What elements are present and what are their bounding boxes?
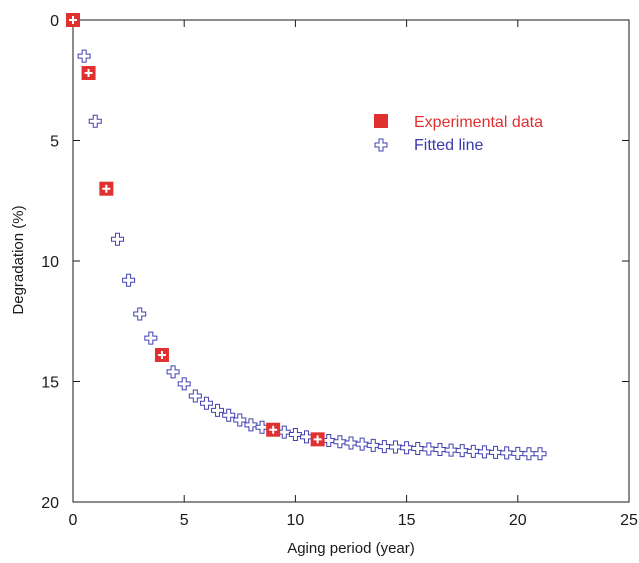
fitted-point (233, 413, 247, 427)
x-axis-ticks: 0 5 10 15 20 25 (69, 20, 638, 529)
x-tick-label: 20 (509, 512, 527, 529)
fitted-point (489, 445, 503, 459)
x-axis-label: Aging period (year) (287, 540, 415, 557)
fitted-line-series (66, 13, 547, 461)
y-axis-label: Degradation (%) (10, 205, 27, 314)
fitted-point (366, 438, 380, 452)
x-tick-label: 10 (287, 512, 305, 529)
y-axis-ticks: 0 5 10 15 20 (41, 13, 629, 512)
y-tick-label: 15 (41, 375, 59, 392)
fitted-point (222, 408, 236, 422)
fitted-point (455, 444, 469, 458)
fitted-point (444, 443, 458, 457)
y-tick-label: 10 (41, 254, 59, 271)
plot-frame (72, 19, 630, 503)
fitted-point (300, 430, 314, 444)
legend-fitted-marker (374, 138, 388, 152)
experimental-point-cross (69, 16, 77, 24)
fitted-point (400, 441, 414, 455)
x-tick-label: 0 (69, 512, 78, 529)
legend-experimental-marker (374, 114, 388, 128)
fitted-point (477, 445, 491, 459)
experimental-point-cross (102, 184, 111, 193)
legend-experimental-label: Experimental data (414, 114, 543, 131)
fitted-point (333, 435, 347, 449)
experimental-data-series (66, 13, 325, 447)
legend-fitted-label: Fitted line (414, 137, 483, 154)
experimental-point-cross (269, 425, 278, 434)
fitted-point (533, 447, 547, 461)
experimental-point-cross (157, 350, 166, 359)
fitted-point (522, 447, 536, 461)
y-tick-label: 0 (50, 13, 59, 30)
fitted-point (355, 437, 369, 451)
fitted-point (500, 446, 514, 460)
experimental-point-cross (84, 69, 93, 78)
fitted-point (244, 418, 258, 432)
fitted-point (88, 114, 102, 128)
fitted-point (411, 441, 425, 455)
y-tick-label: 5 (50, 134, 59, 151)
fitted-point (433, 442, 447, 456)
fitted-point (188, 389, 202, 403)
fitted-point (144, 331, 158, 345)
fitted-point (511, 446, 525, 460)
fitted-point (388, 440, 402, 454)
fitted-point (177, 377, 191, 391)
fitted-point (133, 307, 147, 321)
x-tick-label: 15 (398, 512, 416, 529)
x-tick-label: 25 (620, 512, 638, 529)
fitted-point (288, 428, 302, 442)
fitted-point (422, 442, 436, 456)
fitted-point (77, 49, 91, 63)
fitted-point (166, 365, 180, 379)
fitted-point (211, 403, 225, 417)
fitted-point (377, 440, 391, 454)
fitted-point (466, 444, 480, 458)
y-tick-label: 20 (41, 495, 59, 512)
fitted-point (122, 273, 136, 287)
legend: Experimental data Fitted line (374, 114, 543, 154)
fitted-point (199, 396, 213, 410)
fitted-point (110, 232, 124, 246)
x-tick-label: 5 (180, 512, 189, 529)
fitted-point (255, 420, 269, 434)
fitted-point (344, 436, 358, 450)
experimental-point-cross (313, 435, 322, 444)
